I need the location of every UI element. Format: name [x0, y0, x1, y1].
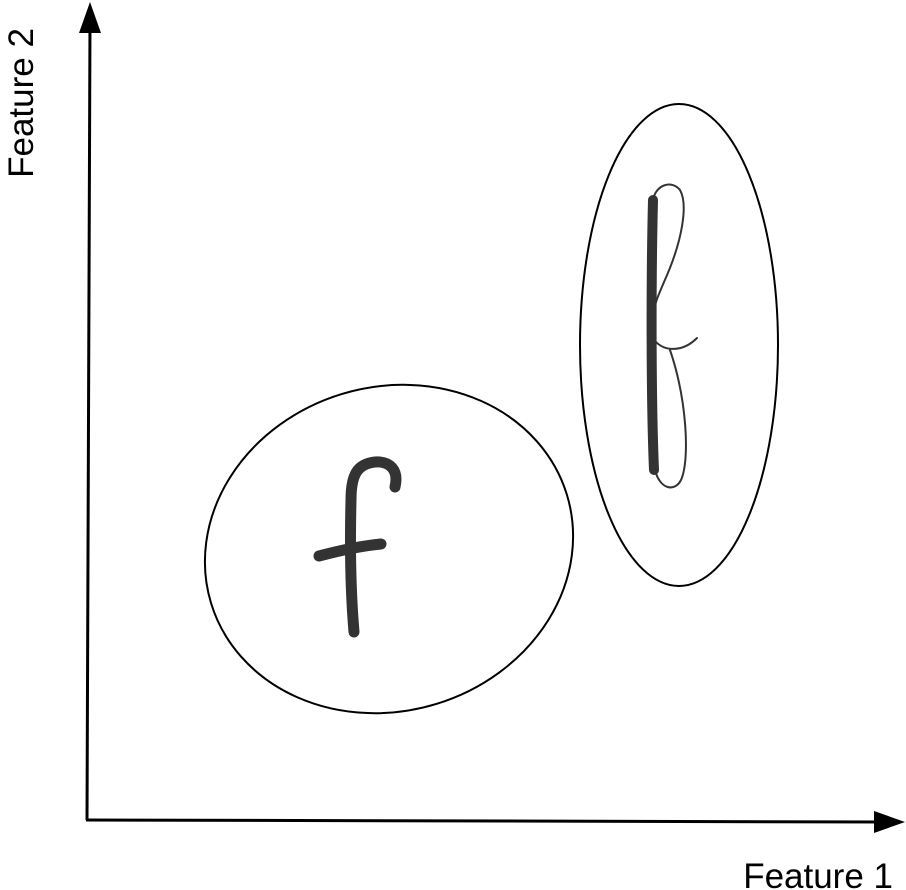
- x-axis-label: Feature 1: [743, 857, 893, 890]
- y-axis-line: [85, 19, 92, 821]
- cluster-ellipse-2: [579, 103, 779, 587]
- x-axis-arrowhead: [874, 811, 905, 833]
- y-axis-label: Feature 2: [2, 28, 41, 178]
- y-axis-arrowhead: [79, 2, 101, 33]
- cluster-ellipse-1: [203, 383, 575, 715]
- x-axis: [85, 811, 905, 833]
- y-axis: [79, 2, 101, 821]
- short-f-glyph: [313, 456, 402, 638]
- cluster-short-f: [203, 383, 575, 715]
- x-axis-line: [85, 818, 886, 824]
- tall-f-glyph: [646, 183, 698, 489]
- cluster-tall-f: [579, 103, 779, 587]
